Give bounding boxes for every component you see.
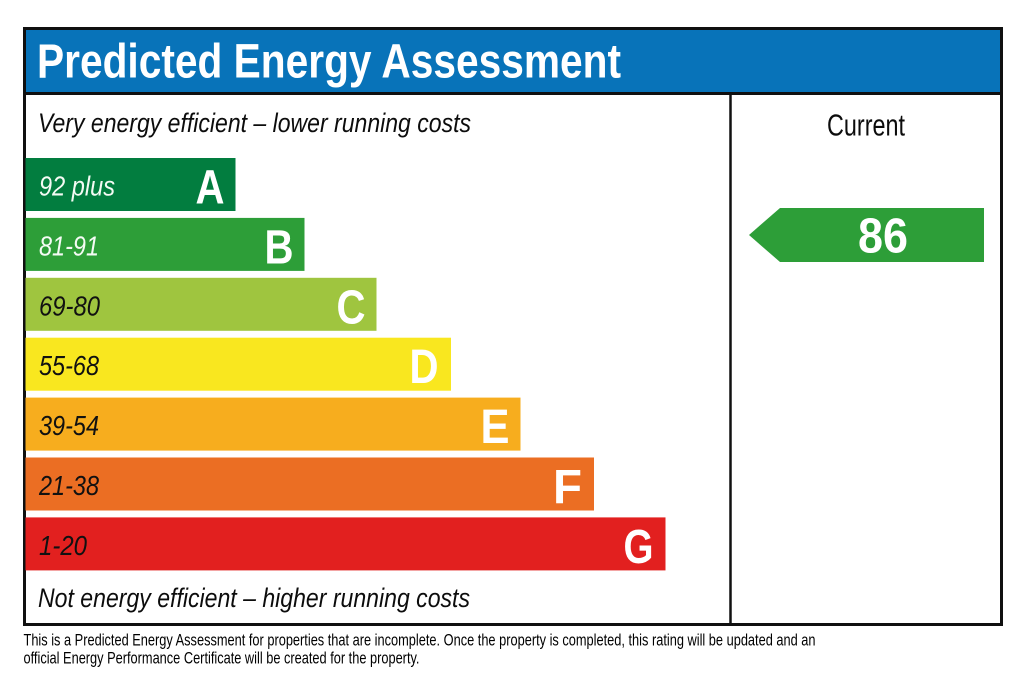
- svg-text:Predicted Energy Assessment: Predicted Energy Assessment: [37, 35, 621, 88]
- svg-text:D: D: [410, 341, 439, 394]
- svg-text:official Energy Performance Ce: official Energy Performance Certificate …: [24, 649, 420, 668]
- svg-text:1-20: 1-20: [39, 530, 87, 561]
- svg-text:69-80: 69-80: [39, 290, 100, 321]
- svg-text:86: 86: [858, 210, 908, 264]
- svg-text:92 plus: 92 plus: [39, 171, 115, 202]
- svg-text:B: B: [265, 221, 294, 274]
- svg-text:39-54: 39-54: [39, 410, 99, 441]
- svg-text:E: E: [481, 401, 510, 454]
- svg-text:A: A: [196, 162, 225, 215]
- svg-text:Very energy efficient – lower: Very energy efficient – lower running co…: [38, 108, 471, 138]
- svg-text:55-68: 55-68: [39, 350, 99, 381]
- svg-text:G: G: [624, 521, 654, 574]
- svg-text:C: C: [337, 281, 366, 334]
- svg-text:Not energy efficient – higher: Not energy efficient – higher running co…: [38, 583, 470, 613]
- svg-text:This is a Predicted Energy Ass: This is a Predicted Energy Assessment fo…: [24, 631, 816, 650]
- svg-text:Current: Current: [827, 107, 905, 142]
- svg-text:81-91: 81-91: [39, 230, 99, 261]
- svg-text:21-38: 21-38: [38, 470, 99, 501]
- svg-text:F: F: [553, 461, 582, 514]
